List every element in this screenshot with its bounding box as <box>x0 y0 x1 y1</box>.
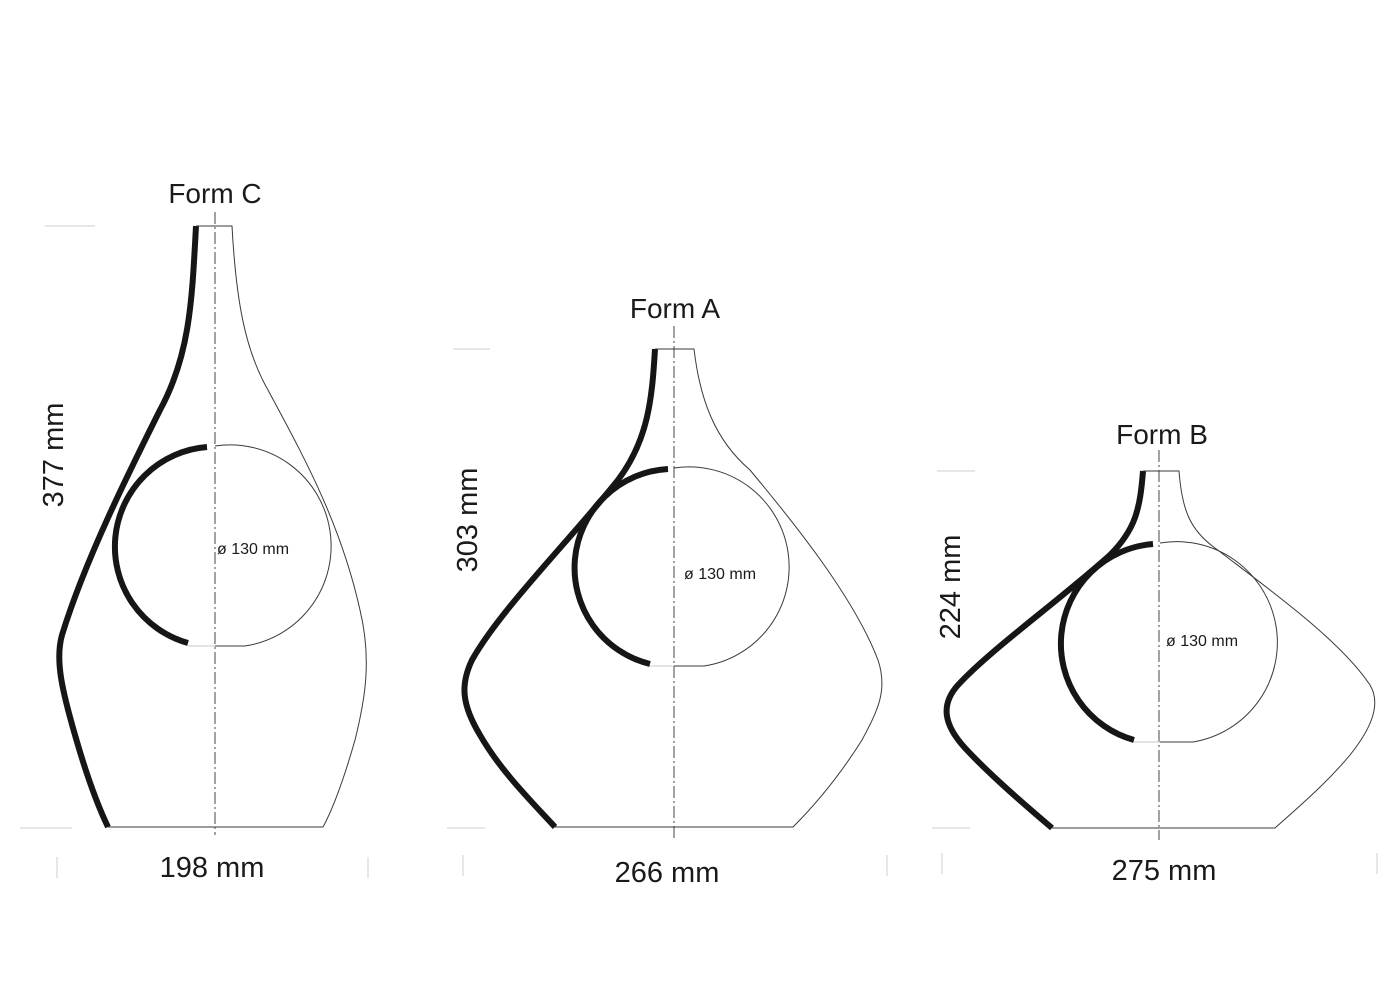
diameter-label: ø 130 mm <box>217 541 289 558</box>
form-title: Form A <box>630 293 721 324</box>
globe-arc-right <box>214 444 332 647</box>
form-a-drawing: Form A 303 mm 266 mm ø 130 mm <box>447 293 888 889</box>
globe-arc-left <box>111 444 208 646</box>
shell-outline-left <box>461 348 658 830</box>
diameter-label: ø 130 mm <box>684 566 756 583</box>
shell-outline-left <box>56 225 199 829</box>
globe-arc-left <box>1057 541 1154 743</box>
globe-arc-left <box>571 466 669 667</box>
shell-outline-right <box>108 225 367 828</box>
shell-outline-right <box>1052 470 1376 829</box>
shell-outline-left <box>943 470 1146 831</box>
form-c-drawing: Form C 377 mm 198 mm ø 130 mm <box>20 178 369 884</box>
globe-arc-right <box>1159 541 1278 743</box>
width-label: 266 mm <box>615 857 720 889</box>
globe-arc-right <box>673 466 790 667</box>
width-label: 198 mm <box>160 852 265 884</box>
width-label: 275 mm <box>1112 855 1217 887</box>
form-title: Form B <box>1116 419 1208 450</box>
height-label: 224 mm <box>935 535 967 640</box>
shell-outline-right <box>555 348 883 828</box>
diameter-label: ø 130 mm <box>1166 633 1238 650</box>
form-title: Form C <box>168 178 261 209</box>
height-label: 303 mm <box>452 468 484 573</box>
form-b-drawing: Form B 224 mm 275 mm ø 130 mm <box>932 419 1378 887</box>
height-label: 377 mm <box>38 403 70 508</box>
